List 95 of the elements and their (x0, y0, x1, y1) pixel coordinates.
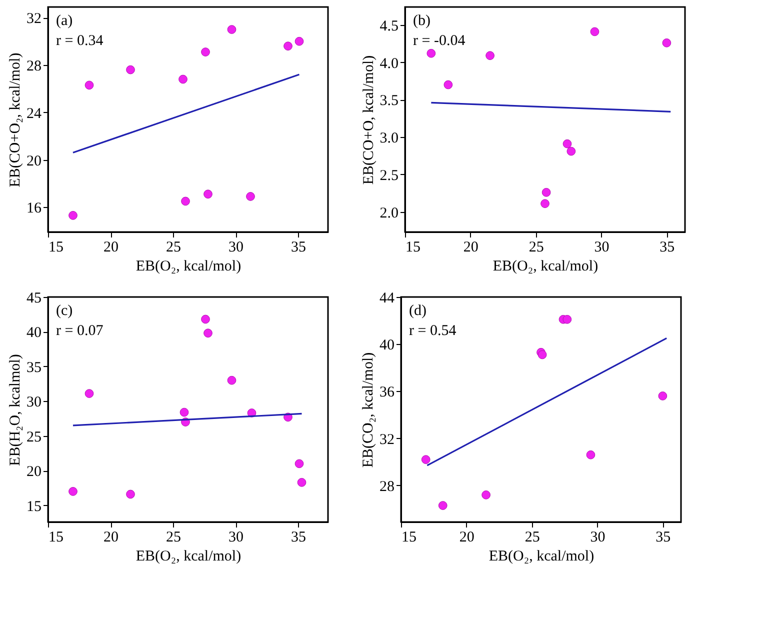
x-tick-label: 35 (291, 240, 306, 256)
point (204, 328, 212, 338)
point (590, 27, 600, 36)
point (658, 392, 668, 400)
point (562, 314, 572, 324)
y-tick-label: 16 (26, 200, 42, 217)
x-tick-label: 25 (528, 240, 544, 256)
point (246, 192, 255, 201)
y-tick-label: 4.0 (380, 56, 398, 72)
point (68, 210, 78, 220)
point (84, 80, 94, 90)
y-axis-title: EB(CO+O₂, kcal/mol) (8, 52, 24, 188)
point (662, 38, 672, 48)
y-tick-label: 36 (380, 384, 395, 401)
point (586, 450, 596, 460)
annotation: (d) (409, 303, 426, 319)
x-tick-label: 15 (48, 530, 64, 546)
y-tick-label: 40 (380, 338, 394, 354)
y-tick-label: 28 (380, 478, 394, 495)
point (444, 80, 453, 90)
point (180, 408, 189, 417)
point (297, 478, 306, 487)
x-tick-label: 25 (166, 240, 181, 256)
point (562, 139, 572, 148)
y-tick-label: 20 (26, 464, 42, 480)
x-tick-label: 30 (228, 530, 244, 546)
y-axis-title: EB(CO₂, kcal/mol) (360, 352, 376, 468)
point (486, 51, 494, 60)
point (227, 376, 236, 385)
y-tick-label: 28 (26, 58, 42, 75)
point (284, 42, 292, 51)
y-tick-label: 35 (26, 360, 42, 376)
x-tick-label: 30 (590, 530, 606, 546)
x-tick-label: 30 (228, 240, 244, 256)
y-tick-label: 45 (26, 290, 42, 306)
y-tick-label: 40 (26, 325, 42, 342)
point (84, 389, 94, 398)
annotation: (b) (413, 13, 430, 29)
annotation: r = 0.34 (56, 33, 104, 49)
x-axis-title: EB(O₂, kcal/mol) (136, 258, 242, 274)
y-tick-label: 3.5 (380, 93, 398, 110)
x-tick-label: 15 (406, 240, 420, 256)
x-tick-label: 15 (48, 240, 64, 256)
point (482, 490, 490, 500)
point (438, 501, 448, 510)
y-tick-label: 15 (26, 498, 42, 515)
x-tick-label: 20 (463, 240, 478, 256)
point (68, 487, 78, 496)
y-axis-title: EB(CO+O, kcal/mol) (360, 55, 377, 185)
x-tick-label: 20 (459, 530, 474, 546)
x-tick-label: 20 (104, 530, 118, 546)
y-tick-label: 3.0 (380, 130, 398, 147)
x-tick-label: 15 (402, 530, 416, 546)
point (294, 36, 304, 46)
y-axis-title: EB(H₂O, kcalmol) (8, 354, 24, 466)
x-tick-label: 30 (594, 240, 610, 256)
y-tick-label: 2.5 (380, 168, 398, 184)
y-tick-label: 4.5 (380, 18, 398, 34)
point (178, 74, 188, 84)
y-tick-label: 44 (380, 290, 395, 306)
x-tick-label: 20 (104, 240, 118, 256)
point (227, 25, 236, 34)
y-tick-label: 20 (26, 153, 42, 170)
y-tick-label: 24 (26, 106, 42, 122)
annotation: r = -0.04 (413, 33, 466, 49)
x-tick-label: 25 (524, 530, 540, 546)
x-axis-title: EB(O₂, kcal/mol) (488, 548, 594, 564)
x-tick-label: 35 (656, 530, 671, 546)
annotation: r = 0.54 (409, 323, 457, 339)
point (204, 190, 212, 199)
point (542, 188, 551, 197)
x-tick-label: 25 (166, 530, 181, 546)
y-tick-label: 2.0 (380, 205, 398, 222)
point (126, 490, 135, 499)
point (181, 196, 190, 206)
y-tick-label: 30 (26, 394, 42, 411)
x-axis-title: EB(O₂, kcal/mol) (492, 258, 598, 274)
point (201, 48, 210, 56)
point (566, 146, 576, 156)
x-axis-title: EB(O₂, kcal/mol) (136, 548, 242, 564)
point (294, 459, 304, 468)
y-tick-label: 32 (26, 11, 42, 28)
point (201, 314, 210, 324)
y-tick-label: 32 (380, 432, 394, 448)
point (426, 48, 436, 58)
point (538, 350, 547, 360)
point (126, 65, 135, 74)
annotation: (a) (56, 13, 73, 29)
point (421, 455, 430, 464)
x-tick-label: 35 (660, 240, 675, 256)
annotation: r = 0.07 (56, 323, 104, 339)
annotation: (c) (56, 303, 73, 319)
x-tick-label: 35 (291, 530, 306, 546)
y-tick-label: 25 (26, 429, 42, 446)
point (540, 199, 550, 208)
